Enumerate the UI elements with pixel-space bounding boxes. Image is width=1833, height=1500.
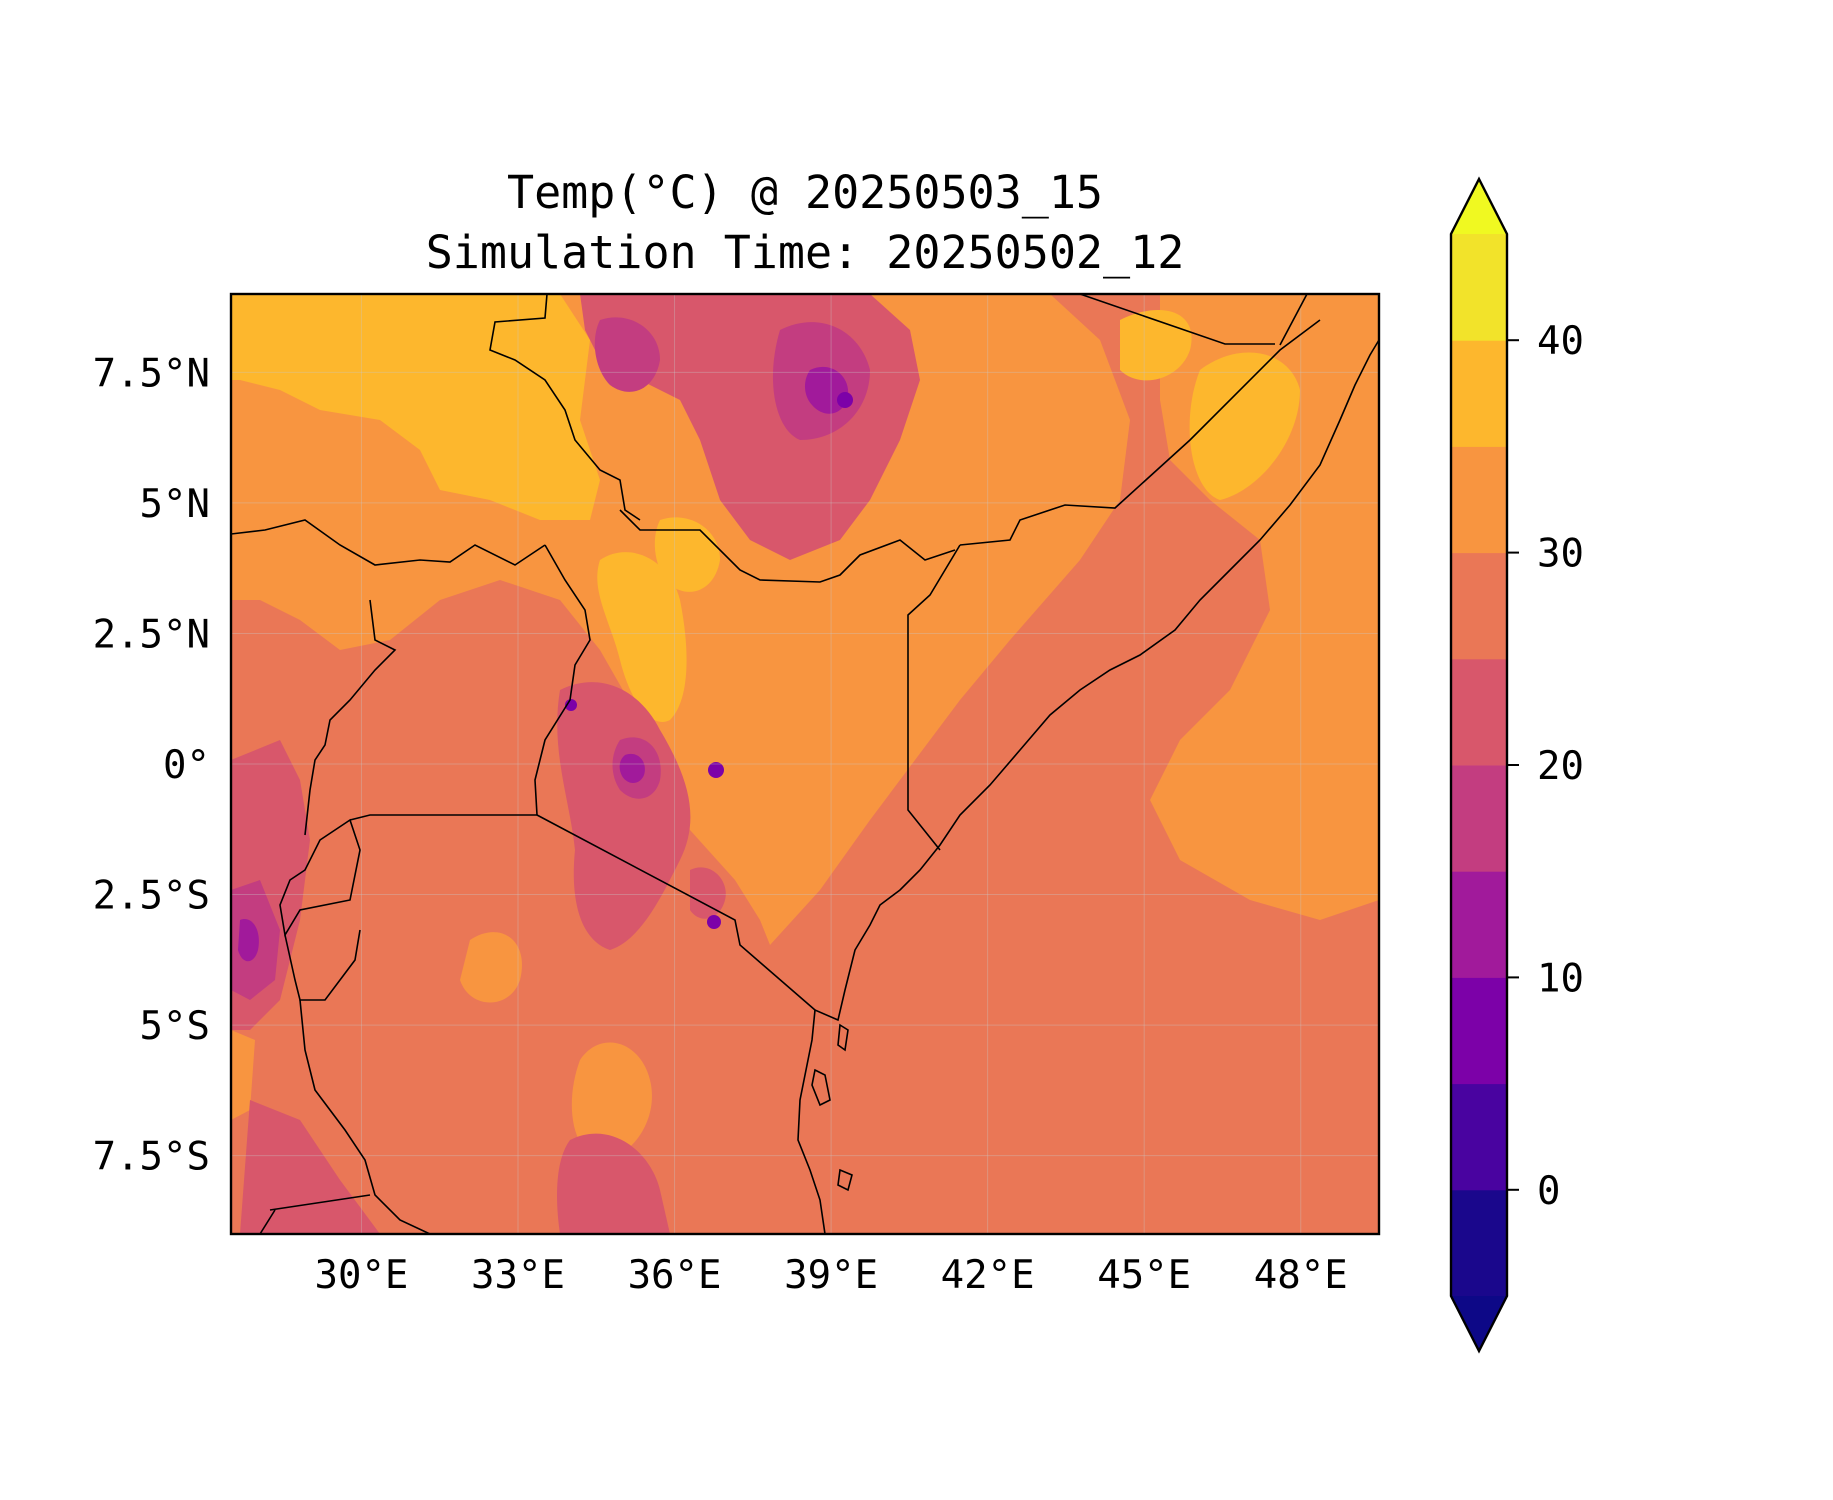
warm-region-south-2 — [460, 932, 522, 1003]
border-sudan-uganda — [231, 519, 546, 566]
border-south-west — [259, 1209, 276, 1234]
lon-tick-label: 42°E — [941, 1253, 1035, 1298]
colorbar-segment — [1451, 340, 1507, 447]
colorbar-segment — [1451, 446, 1507, 554]
border-djibouti — [1279, 294, 1308, 346]
warm-region-west-edge — [231, 1030, 255, 1120]
cool-region-tanzania-south — [557, 1133, 670, 1234]
lat-tick-label: 7.5°N — [93, 351, 210, 396]
cool-region-southwest — [240, 1100, 380, 1234]
lon-tick-label: 36°E — [628, 1253, 722, 1298]
peak-ethiopia — [837, 392, 853, 408]
lat-tick-label: 2.5°S — [93, 874, 210, 919]
latitude-tick-labels: 7.5°N 5°N 2.5°N 0° 2.5°S 5°S 7.5°S — [93, 351, 210, 1179]
colorbar-segment — [1451, 1189, 1507, 1297]
lon-tick-label: 33°E — [471, 1253, 565, 1298]
cool-region-kilimanjaro — [690, 867, 726, 919]
cold-region-ethiopia-1 — [594, 317, 660, 392]
gridlines — [231, 294, 1379, 1234]
lon-tick-label: 48°E — [1254, 1253, 1348, 1298]
colorbar-segment — [1451, 552, 1507, 660]
lon-tick-label: 39°E — [784, 1253, 878, 1298]
warm-region-south-1 — [571, 1042, 652, 1160]
lat-tick-label: 0° — [163, 743, 210, 788]
colorbar-tick-labels: 0 10 20 30 40 — [1507, 319, 1584, 1214]
hot-region-northeast — [1120, 310, 1192, 381]
lat-tick-label: 2.5°N — [93, 612, 210, 657]
colorbar-under-extension — [1451, 1296, 1507, 1351]
hot-regions — [231, 294, 1300, 722]
hot-region-lake-turkana — [654, 517, 720, 592]
coastline — [797, 339, 1379, 1234]
country-borders — [231, 294, 1321, 1234]
hot-region-somaliland — [1189, 352, 1300, 500]
peak-kilimanjaro — [707, 915, 721, 929]
border-lake-tanganyika-east — [284, 929, 361, 1001]
map-frame — [229, 292, 1381, 1236]
longitude-tick-labels: 30°E 33°E 36°E 39°E 42°E 45°E 48°E — [314, 1253, 1347, 1298]
border-rwanda-burundi — [279, 818, 361, 938]
border-uganda-kenya — [534, 544, 591, 816]
lon-tick-label: 30°E — [314, 1253, 408, 1298]
hot-region-northwest — [231, 294, 600, 520]
colorbar-segment — [1451, 658, 1507, 766]
island-pemba — [837, 1023, 849, 1052]
island-zanzibar — [811, 1068, 831, 1107]
colorbar-tick-label: 0 — [1537, 1169, 1560, 1214]
border-zambia — [269, 1194, 371, 1211]
island-mafia — [837, 1168, 853, 1192]
colder-spot-aberdares — [619, 753, 645, 784]
colorbar-segment — [1451, 1083, 1507, 1191]
border-lake-tanganyika — [299, 999, 431, 1234]
cool-region-kenya-highlands — [557, 682, 691, 950]
border-south-sudan-ethiopia — [489, 294, 641, 521]
lat-tick-label: 5°S — [140, 1004, 210, 1049]
colorbar-outline — [1449, 176, 1509, 1354]
colorbar-segment — [1451, 234, 1507, 341]
colorbar-over-extension — [1451, 179, 1507, 234]
title-line-1: Temp(°C) @ 20250503_15 — [507, 166, 1103, 219]
border-drc-uganda — [304, 599, 397, 836]
colorbar-tick-label: 40 — [1537, 319, 1584, 364]
colorbar-tick-label: 30 — [1537, 532, 1584, 577]
colorbar-tick-label: 10 — [1537, 956, 1584, 1001]
colorbar-tick-label: 20 — [1537, 744, 1584, 789]
title-line-2: Simulation Time: 20250502_12 — [426, 226, 1185, 279]
border-uganda-tanzania — [349, 814, 537, 821]
border-ethiopia-kenya — [619, 509, 956, 583]
colorbar-segment — [1451, 765, 1507, 872]
peak-mount-kenya — [708, 762, 724, 778]
coastline-east-africa — [797, 339, 1379, 1234]
hot-region-rift — [597, 552, 687, 722]
lon-tick-label: 45°E — [1097, 1253, 1191, 1298]
map-panel — [231, 294, 1379, 1234]
border-kenya-somalia — [907, 544, 961, 851]
border-kenya-tanzania — [536, 814, 816, 1011]
border-ethiopia-somalia — [959, 319, 1321, 546]
lat-tick-label: 7.5°S — [93, 1135, 210, 1180]
border-somaliland — [1079, 294, 1275, 345]
colorbar-segment — [1451, 977, 1507, 1085]
colorbar — [1449, 176, 1509, 1354]
colorbar-segment — [1451, 871, 1507, 978]
lat-tick-label: 5°N — [140, 482, 210, 527]
colder-spot-kivu — [238, 919, 259, 962]
